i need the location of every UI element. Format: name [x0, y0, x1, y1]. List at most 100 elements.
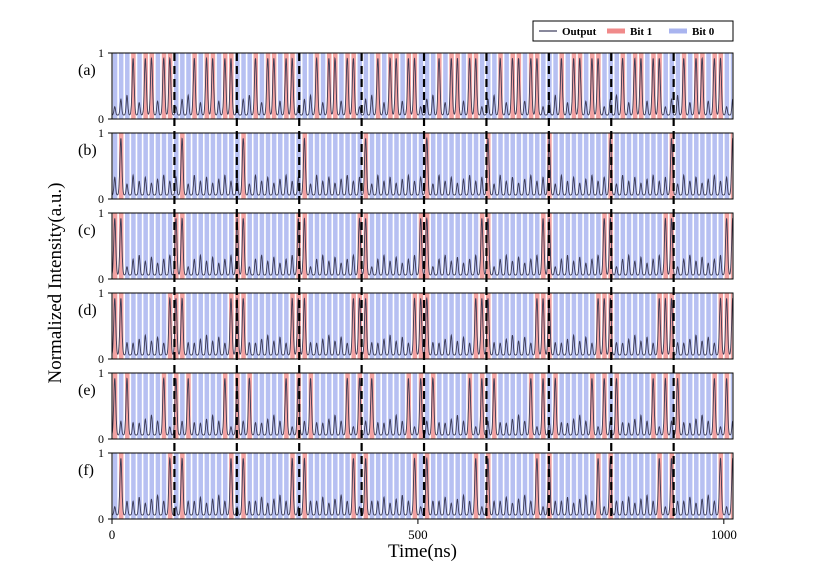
bit-0-band: [192, 133, 197, 199]
bit-1-band: [620, 53, 626, 119]
bit-0-band: [259, 53, 265, 119]
bit-0-band: [216, 293, 222, 359]
bit-0-band: [724, 53, 730, 119]
bit-0-band: [687, 213, 693, 279]
panel-d: 0 1(d): [78, 286, 734, 366]
bit-0-band: [577, 373, 583, 439]
bit-0-band: [155, 293, 161, 359]
bit-0-band: [694, 133, 699, 199]
bit-0-band: [253, 293, 259, 359]
bit-1-band: [663, 213, 668, 279]
bit-0-band: [125, 133, 130, 199]
bit-0-band: [590, 213, 595, 279]
bit-0-band: [486, 53, 491, 119]
bit-0-band: [271, 373, 277, 439]
bit-0-band: [571, 213, 577, 279]
bit-0-band: [614, 53, 620, 119]
bit-0-band: [706, 213, 711, 279]
bit-0-band: [492, 133, 497, 199]
bit-0-band: [449, 133, 454, 199]
bit-0-band: [382, 53, 387, 119]
bit-1-band: [173, 213, 179, 279]
bit-1-band: [473, 53, 479, 119]
bit-0-band: [620, 213, 626, 279]
bit-0-band: [681, 133, 687, 199]
bit-0-band: [271, 213, 277, 279]
bit-0-band: [345, 213, 350, 279]
bit-0-band: [443, 373, 448, 439]
bit-0-band: [510, 213, 516, 279]
bit-0-band: [118, 373, 124, 439]
bit-0-band: [357, 133, 363, 199]
bit-1-band: [486, 133, 491, 199]
bit-1-band: [222, 53, 228, 119]
bit-0-band: [669, 373, 675, 439]
bit-0-band: [198, 213, 203, 279]
bit-0-band: [247, 53, 252, 119]
bit-1-band: [229, 293, 234, 359]
bit-1-band: [541, 213, 546, 279]
bit-0-band: [204, 373, 210, 439]
bit-0-band: [320, 293, 326, 359]
bit-0-band: [700, 133, 705, 199]
bit-0-band: [314, 133, 320, 199]
bit-0-band: [253, 213, 259, 279]
bit-1-band: [131, 53, 136, 119]
bit-1-band: [302, 213, 307, 279]
bit-0-band: [186, 53, 191, 119]
bit-0-band: [277, 133, 283, 199]
bit-0-band: [541, 453, 546, 519]
bit-1-band: [724, 293, 730, 359]
bit-0-band: [528, 453, 534, 519]
bit-0-band: [602, 453, 607, 519]
bit-1-band: [479, 373, 485, 439]
bit-0-band: [143, 373, 148, 439]
bit-0-band: [314, 373, 320, 439]
bit-0-band: [290, 373, 295, 439]
y-tick-label: 0: [98, 432, 104, 446]
bit-0-band: [382, 453, 387, 519]
bit-0-band: [437, 373, 442, 439]
bit-0-band: [333, 293, 338, 359]
bit-1-band: [534, 453, 540, 519]
bit-0-band: [504, 453, 509, 519]
bit-0-band: [204, 453, 210, 519]
legend-label: Bit 1: [630, 26, 652, 38]
bit-0-band: [137, 213, 142, 279]
bit-1-band: [204, 53, 210, 119]
bit-1-band: [143, 53, 148, 119]
bit-1-band: [394, 53, 399, 119]
bit-0-band: [675, 133, 681, 199]
bit-0-band: [522, 373, 528, 439]
bit-0-band: [241, 373, 246, 439]
bit-0-band: [210, 213, 216, 279]
bit-1-band: [167, 293, 173, 359]
legend: Output Bit 1 Bit 0: [532, 20, 734, 42]
bit-0-band: [437, 133, 442, 199]
bit-0-band: [277, 213, 283, 279]
bit-0-band: [382, 133, 387, 199]
bit-0-band: [308, 133, 314, 199]
bit-0-band: [492, 453, 497, 519]
bit-0-band: [369, 293, 375, 359]
bit-0-band: [284, 213, 289, 279]
bit-0-band: [186, 133, 191, 199]
bit-0-band: [247, 293, 252, 359]
bit-0-band: [651, 133, 656, 199]
output-trace: [111, 376, 734, 436]
bit-0-band: [394, 213, 399, 279]
bit-0-band: [590, 453, 595, 519]
bit-0-band: [571, 293, 577, 359]
bit-1-band: [547, 133, 552, 199]
bit-1-band: [351, 453, 356, 519]
bit-1-band: [302, 293, 307, 359]
bit-0-band: [675, 453, 681, 519]
bit-0-band: [400, 373, 405, 439]
bit-0-band: [626, 373, 632, 439]
bit-1-band: [326, 53, 332, 119]
bit-0-band: [155, 373, 161, 439]
bit-1-band: [486, 293, 491, 359]
legend-box: [532, 20, 734, 42]
bit-0-band: [534, 213, 540, 279]
legend-label: Bit 0: [692, 26, 715, 38]
